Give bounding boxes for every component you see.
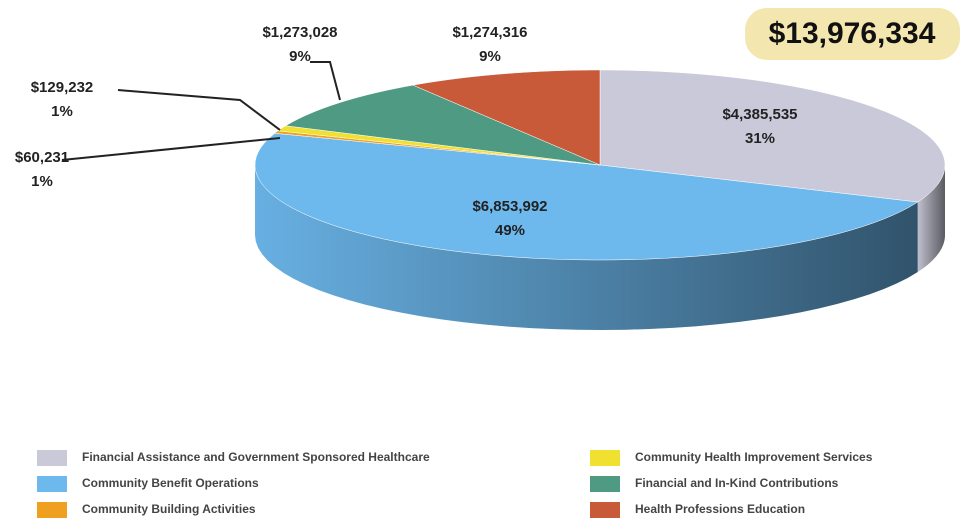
- value-label: $1,273,028: [262, 24, 337, 41]
- value-label: $129,232: [31, 79, 94, 96]
- pie-slice: [254, 133, 919, 261]
- value-label: $60,231: [15, 149, 69, 166]
- legend-label: Health Professions Education: [635, 502, 805, 516]
- legend-label: Community Benefit Operations: [82, 476, 259, 490]
- value-label: $1,274,316: [452, 24, 527, 41]
- percent-label: 1%: [31, 173, 53, 190]
- total-badge: [745, 8, 960, 60]
- pie-slice: [599, 69, 946, 203]
- value-label: $6,853,992: [472, 198, 547, 215]
- legend-swatch: [37, 476, 67, 492]
- percent-label: 9%: [289, 48, 311, 65]
- legend: Financial Assistance and Government Spon…: [37, 450, 873, 518]
- legend-swatch: [590, 476, 620, 492]
- pie-slice: [285, 84, 601, 166]
- percent-label: 1%: [51, 103, 73, 120]
- pie-side-shade: [255, 165, 918, 330]
- data-labels: $4,385,535 31% $6,853,992 49% $60,231 1% $129,…: [15, 24, 798, 239]
- legend-label: Community Health Improvement Services: [635, 450, 873, 464]
- percent-label: 31%: [745, 130, 775, 147]
- pie-side-shade: [917, 165, 945, 273]
- pie-tops: [254, 69, 946, 261]
- legend-label: Financial and In-Kind Contributions: [635, 476, 839, 490]
- percent-label: 49%: [495, 222, 525, 239]
- legend-swatch: [37, 450, 67, 466]
- legend-swatch: [590, 502, 620, 518]
- value-label: $4,385,535: [722, 106, 797, 123]
- total-label: $13,976,334: [769, 17, 936, 50]
- leader-line: [61, 137, 281, 161]
- legend-label: Financial Assistance and Government Spon…: [82, 450, 430, 464]
- legend-swatch: [590, 450, 620, 466]
- leader-line: [310, 61, 341, 101]
- pie-slice: [412, 69, 601, 166]
- percent-label: 9%: [479, 48, 501, 65]
- legend-label: Community Building Activities: [82, 502, 256, 516]
- pie-sides: [255, 165, 945, 330]
- legend-swatch: [37, 502, 67, 518]
- leader-line: [117, 89, 281, 131]
